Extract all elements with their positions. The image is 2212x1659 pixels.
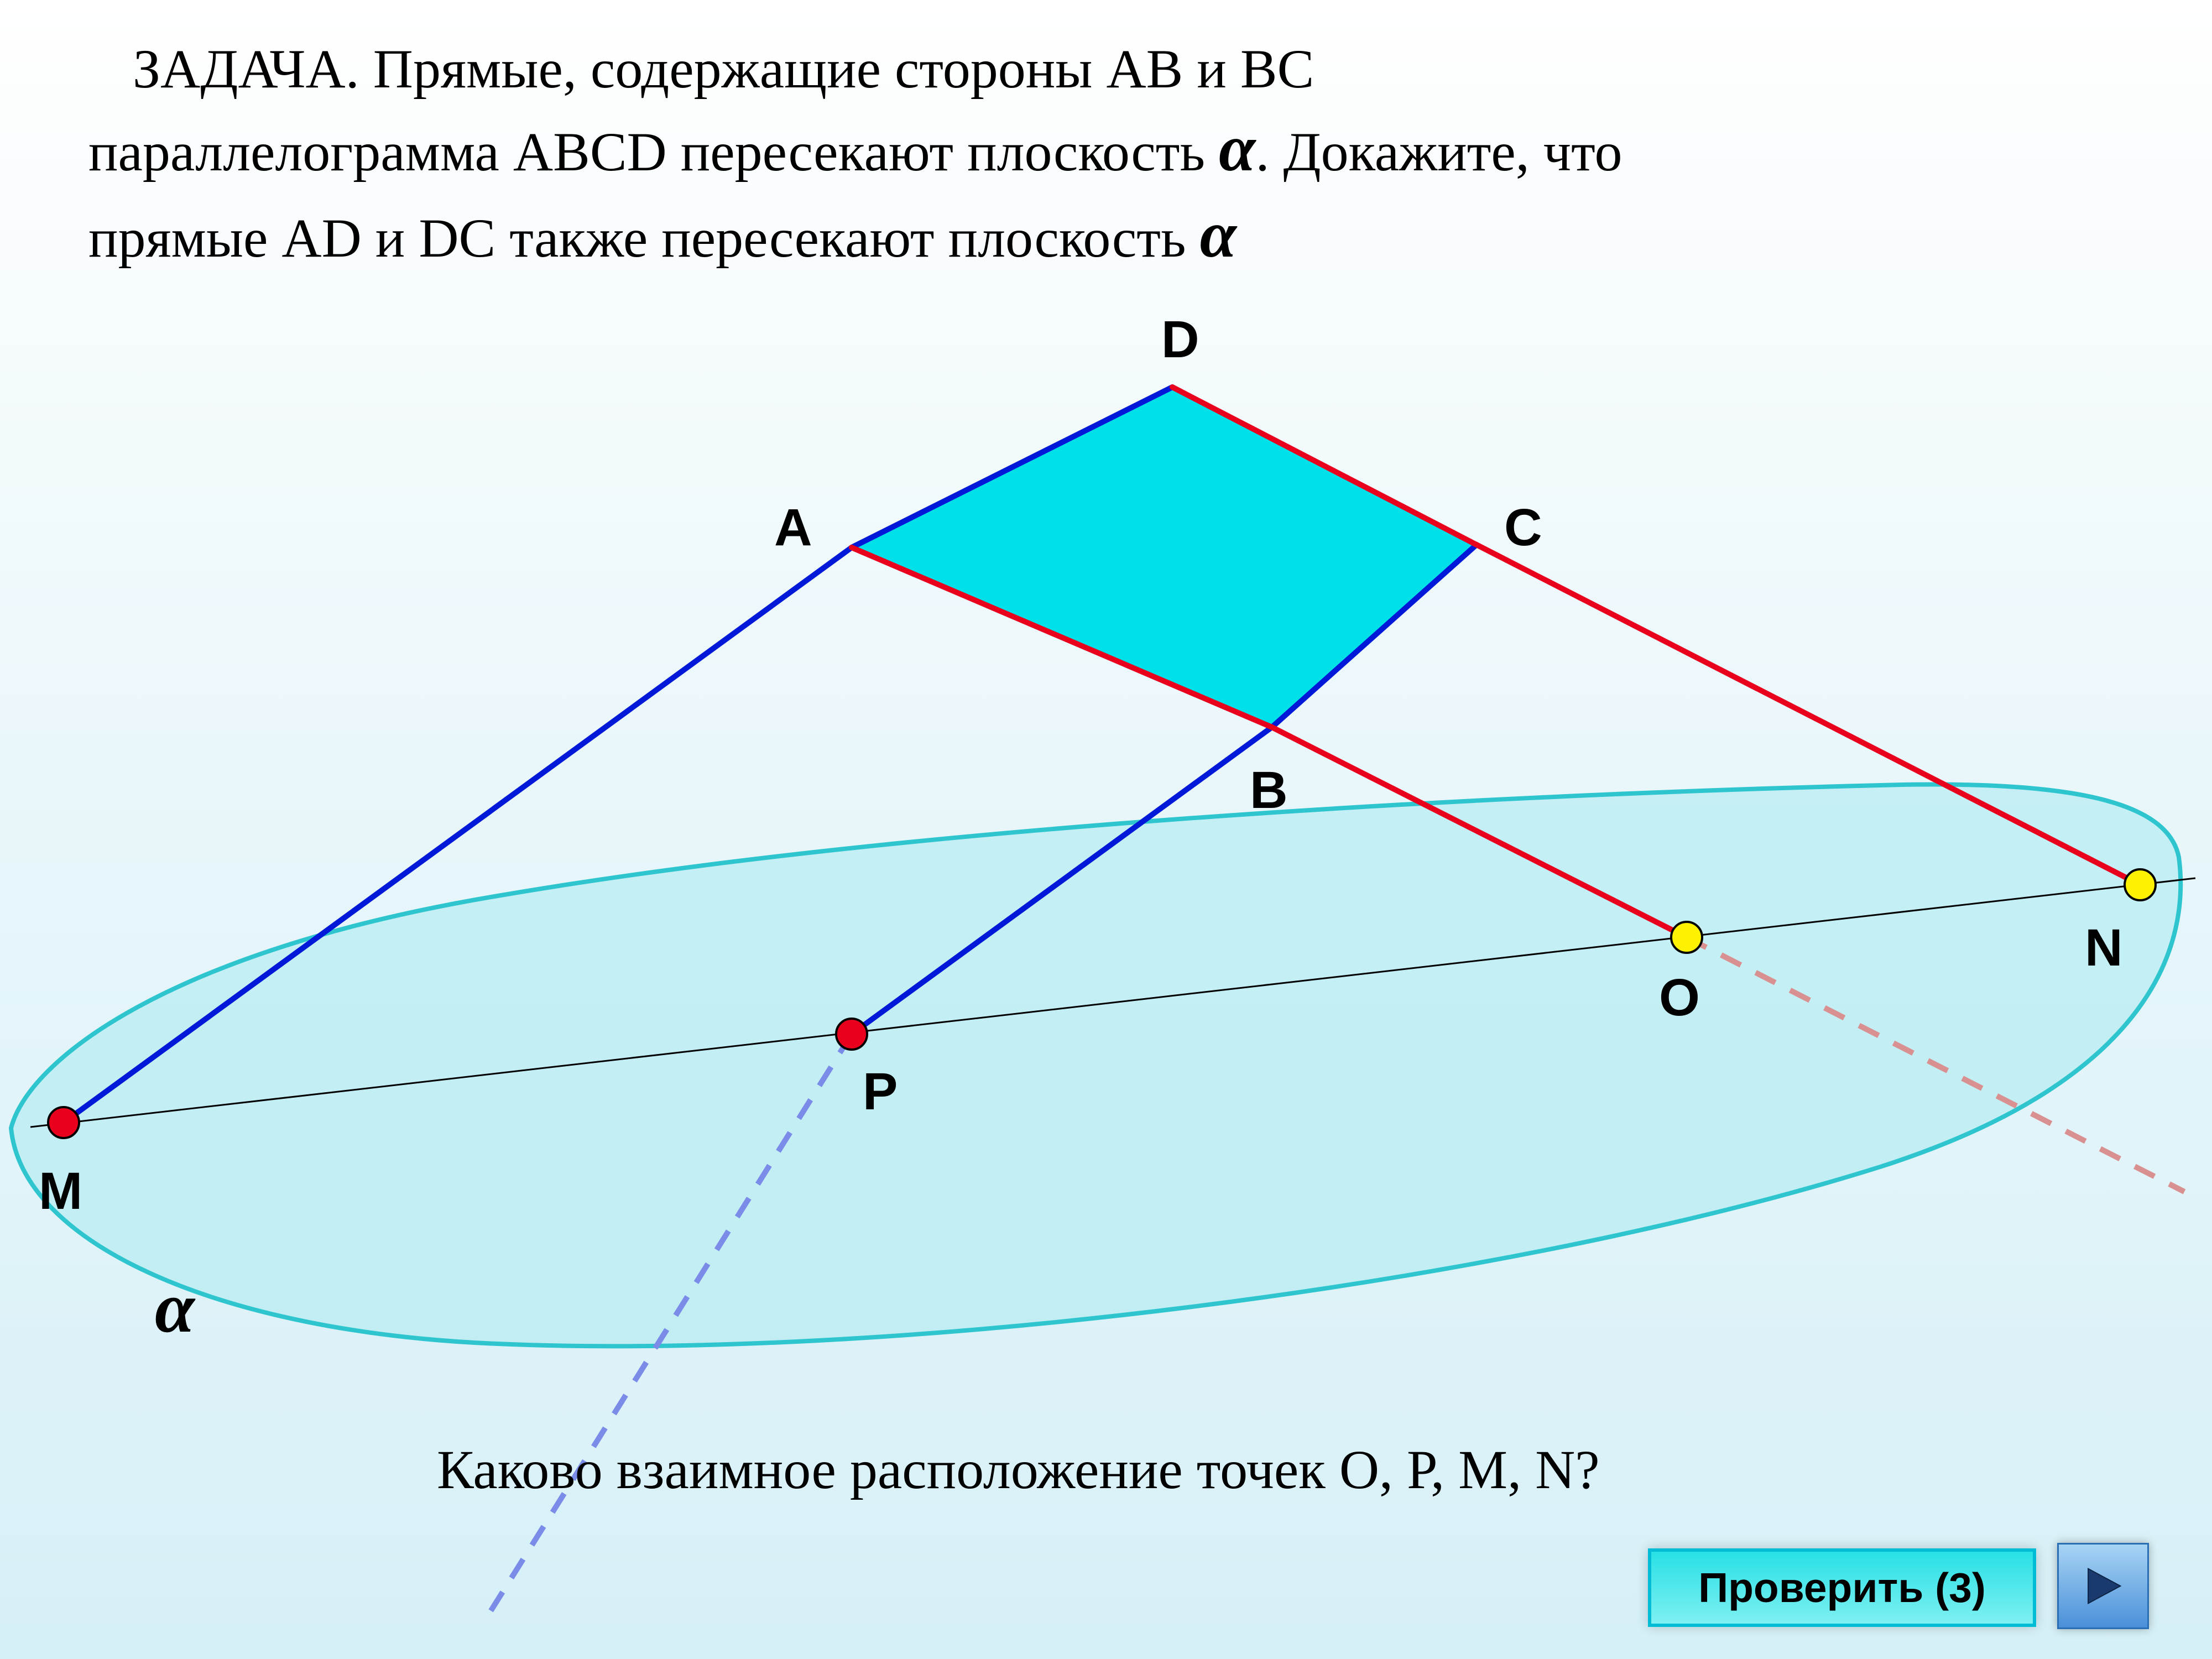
problem-statement: ЗАДАЧА. Прямые, содержащие стороны АВ и … <box>88 33 2135 278</box>
alpha-symbol-1: α <box>1219 111 1255 185</box>
label-N: N <box>2085 918 2123 978</box>
problem-line2: параллелограмма АВСD пересекают плоскост… <box>88 121 1219 182</box>
parallelogram-fill <box>852 387 1477 727</box>
problem-line1: ЗАДАЧА. Прямые, содержащие стороны АВ и … <box>133 38 1314 100</box>
point-P <box>836 1019 867 1050</box>
problem-line3: прямые AD и DC также пересекают плоскост… <box>88 207 1200 269</box>
check-button[interactable]: Проверить (3) <box>1648 1548 2036 1627</box>
label-O: O <box>1659 968 1700 1028</box>
label-A: A <box>774 498 812 558</box>
label-B: B <box>1250 760 1288 821</box>
check-button-label: Проверить (3) <box>1698 1564 1986 1611</box>
plane-alpha <box>11 785 2180 1347</box>
label-M: M <box>39 1161 82 1222</box>
point-N <box>2125 869 2156 900</box>
question-text: Каково взаимное расположение точек О, Р,… <box>437 1438 1600 1501</box>
problem-line2b: . Докажите, что <box>1255 121 1622 182</box>
point-M <box>48 1107 79 1138</box>
label-D: D <box>1161 310 1199 370</box>
arrow-right-icon <box>2077 1561 2130 1611</box>
point-O <box>1671 922 1702 953</box>
next-button[interactable] <box>2057 1543 2149 1629</box>
label-P: P <box>863 1062 898 1122</box>
plane-label-alpha: α <box>155 1266 195 1349</box>
alpha-symbol-2: α <box>1200 197 1237 271</box>
label-C: C <box>1504 498 1542 558</box>
